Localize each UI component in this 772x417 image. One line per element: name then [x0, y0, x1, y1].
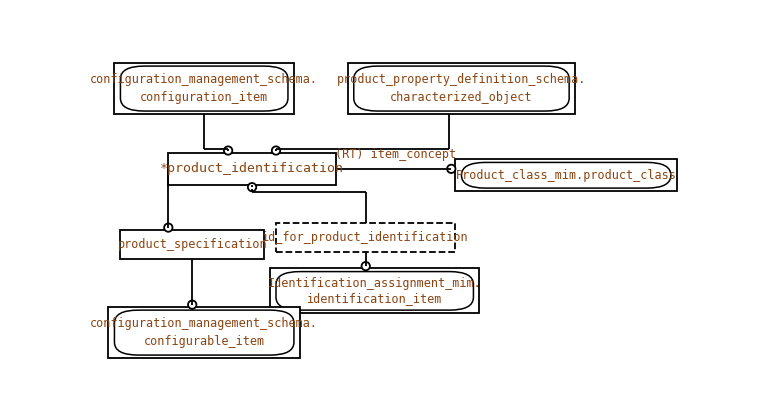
Ellipse shape [272, 146, 280, 155]
Text: configuration_management_schema.: configuration_management_schema. [90, 317, 318, 330]
FancyBboxPatch shape [276, 271, 473, 310]
Text: Identification_assignment_mim.: Identification_assignment_mim. [268, 277, 482, 290]
FancyBboxPatch shape [120, 66, 288, 111]
Bar [114, 63, 294, 114]
Text: id_for_product_identification: id_for_product_identification [262, 231, 469, 244]
Ellipse shape [164, 224, 172, 232]
Ellipse shape [361, 262, 370, 270]
Text: product_specification: product_specification [117, 238, 267, 251]
Text: characterized_object: characterized_object [390, 91, 533, 104]
FancyBboxPatch shape [354, 66, 569, 111]
Text: configuration_item: configuration_item [140, 91, 269, 104]
Bar [120, 230, 264, 259]
FancyBboxPatch shape [462, 163, 671, 188]
Ellipse shape [248, 183, 256, 191]
FancyBboxPatch shape [114, 310, 294, 355]
Bar [348, 63, 575, 114]
Bar [276, 224, 455, 252]
Bar [108, 307, 300, 358]
Ellipse shape [224, 146, 232, 155]
Text: product_property_definition_schema.: product_property_definition_schema. [337, 73, 586, 86]
Bar [455, 159, 677, 191]
Ellipse shape [188, 301, 196, 309]
Bar [270, 269, 479, 313]
Text: configurable_item: configurable_item [144, 335, 265, 348]
Text: Product_class_mim.product_class: Product_class_mim.product_class [455, 169, 676, 182]
Text: identification_item: identification_item [307, 292, 442, 305]
Text: (RT) item_concept: (RT) item_concept [335, 148, 456, 161]
Text: configuration_management_schema.: configuration_management_schema. [90, 73, 318, 86]
Ellipse shape [447, 165, 455, 173]
Bar [168, 153, 336, 185]
Text: *product_identification: *product_identification [160, 162, 344, 175]
